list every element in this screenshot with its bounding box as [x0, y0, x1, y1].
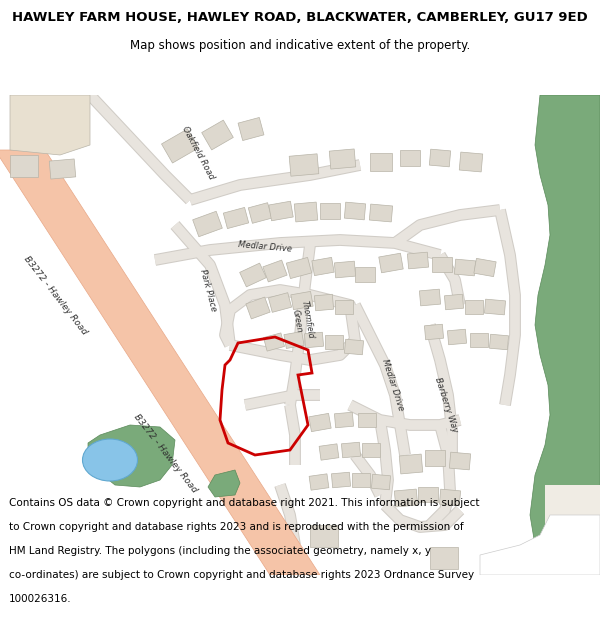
Polygon shape	[370, 153, 392, 171]
Polygon shape	[309, 413, 331, 432]
Polygon shape	[334, 261, 356, 278]
Polygon shape	[263, 260, 287, 282]
Text: co-ordinates) are subject to Crown copyright and database rights 2023 Ordnance S: co-ordinates) are subject to Crown copyr…	[9, 570, 474, 580]
Polygon shape	[352, 473, 370, 487]
Ellipse shape	[83, 439, 137, 481]
Polygon shape	[208, 470, 240, 497]
Polygon shape	[362, 443, 380, 457]
Text: Barberry Way: Barberry Way	[433, 376, 459, 434]
Polygon shape	[294, 202, 318, 222]
Text: 100026316.: 100026316.	[9, 594, 71, 604]
Polygon shape	[246, 297, 270, 319]
Polygon shape	[490, 334, 509, 350]
Text: B3272 - Hawley Road: B3272 - Hawley Road	[22, 254, 88, 336]
Polygon shape	[248, 202, 272, 223]
Polygon shape	[480, 515, 600, 575]
Polygon shape	[291, 291, 313, 309]
Polygon shape	[268, 292, 292, 312]
Text: HM Land Registry. The polygons (including the associated geometry, namely x, y: HM Land Registry. The polygons (includin…	[9, 546, 431, 556]
Polygon shape	[418, 487, 438, 502]
Polygon shape	[344, 339, 364, 355]
Polygon shape	[0, 150, 320, 575]
Polygon shape	[335, 300, 353, 314]
Polygon shape	[449, 452, 470, 470]
Polygon shape	[314, 294, 334, 311]
Polygon shape	[424, 324, 443, 340]
Polygon shape	[530, 95, 600, 575]
Polygon shape	[286, 258, 311, 279]
Text: B3272 - Hawley Road: B3272 - Hawley Road	[131, 412, 199, 494]
Polygon shape	[445, 294, 464, 310]
Polygon shape	[425, 450, 445, 466]
Polygon shape	[319, 444, 339, 460]
Polygon shape	[334, 412, 353, 428]
Text: Medlar Drive: Medlar Drive	[238, 240, 292, 254]
Polygon shape	[545, 485, 600, 575]
Polygon shape	[371, 474, 391, 490]
Polygon shape	[484, 299, 506, 315]
Polygon shape	[459, 152, 483, 172]
Polygon shape	[312, 258, 334, 276]
Polygon shape	[309, 474, 329, 490]
Polygon shape	[400, 150, 420, 166]
Polygon shape	[341, 442, 361, 458]
Polygon shape	[358, 413, 376, 427]
Polygon shape	[284, 331, 304, 349]
Text: Thornfield
Green: Thornfield Green	[289, 299, 315, 341]
Polygon shape	[465, 300, 483, 314]
Polygon shape	[10, 155, 38, 177]
Polygon shape	[407, 252, 428, 269]
Polygon shape	[263, 333, 284, 351]
Polygon shape	[269, 201, 293, 221]
Polygon shape	[419, 289, 440, 306]
Polygon shape	[394, 489, 418, 507]
Text: Park Place: Park Place	[198, 268, 218, 312]
Polygon shape	[320, 203, 340, 219]
Polygon shape	[430, 149, 451, 167]
Polygon shape	[470, 333, 488, 347]
Polygon shape	[344, 202, 365, 220]
Polygon shape	[439, 489, 461, 506]
Text: Oakfield Road: Oakfield Road	[180, 125, 216, 181]
Polygon shape	[432, 257, 452, 272]
Polygon shape	[310, 525, 338, 547]
Polygon shape	[10, 95, 90, 155]
Polygon shape	[474, 258, 496, 277]
Polygon shape	[304, 332, 323, 348]
Text: to Crown copyright and database rights 2023 and is reproduced with the permissio: to Crown copyright and database rights 2…	[9, 522, 464, 532]
Polygon shape	[370, 204, 392, 222]
Text: Medlar Drive: Medlar Drive	[380, 358, 406, 412]
Polygon shape	[223, 208, 248, 229]
Polygon shape	[88, 425, 175, 487]
Polygon shape	[289, 154, 319, 176]
Polygon shape	[239, 263, 266, 287]
Polygon shape	[325, 335, 343, 349]
Polygon shape	[238, 118, 264, 141]
Polygon shape	[193, 211, 223, 237]
Polygon shape	[355, 267, 375, 282]
Polygon shape	[202, 120, 233, 150]
Polygon shape	[49, 159, 76, 179]
Polygon shape	[331, 472, 350, 488]
Polygon shape	[329, 149, 356, 169]
Polygon shape	[379, 253, 403, 272]
Text: HAWLEY FARM HOUSE, HAWLEY ROAD, BLACKWATER, CAMBERLEY, GU17 9ED: HAWLEY FARM HOUSE, HAWLEY ROAD, BLACKWAT…	[12, 11, 588, 24]
Polygon shape	[161, 129, 199, 163]
Polygon shape	[399, 454, 423, 474]
Polygon shape	[430, 547, 458, 569]
Text: Map shows position and indicative extent of the property.: Map shows position and indicative extent…	[130, 39, 470, 52]
Polygon shape	[454, 259, 476, 276]
Text: Contains OS data © Crown copyright and database right 2021. This information is : Contains OS data © Crown copyright and d…	[9, 498, 479, 508]
Polygon shape	[448, 329, 467, 345]
